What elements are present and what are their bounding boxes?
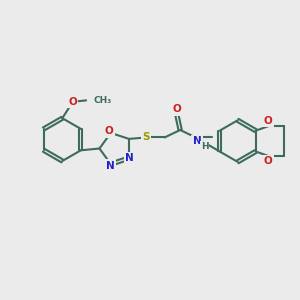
Text: H: H xyxy=(201,142,208,151)
Text: O: O xyxy=(105,127,114,136)
Text: N: N xyxy=(125,153,134,163)
Text: CH₃: CH₃ xyxy=(94,96,112,105)
Text: N: N xyxy=(193,136,202,146)
Text: O: O xyxy=(172,104,181,114)
Text: O: O xyxy=(68,97,77,107)
Text: N: N xyxy=(106,160,115,170)
Text: S: S xyxy=(142,132,150,142)
Text: O: O xyxy=(264,156,273,166)
Text: O: O xyxy=(264,116,273,126)
